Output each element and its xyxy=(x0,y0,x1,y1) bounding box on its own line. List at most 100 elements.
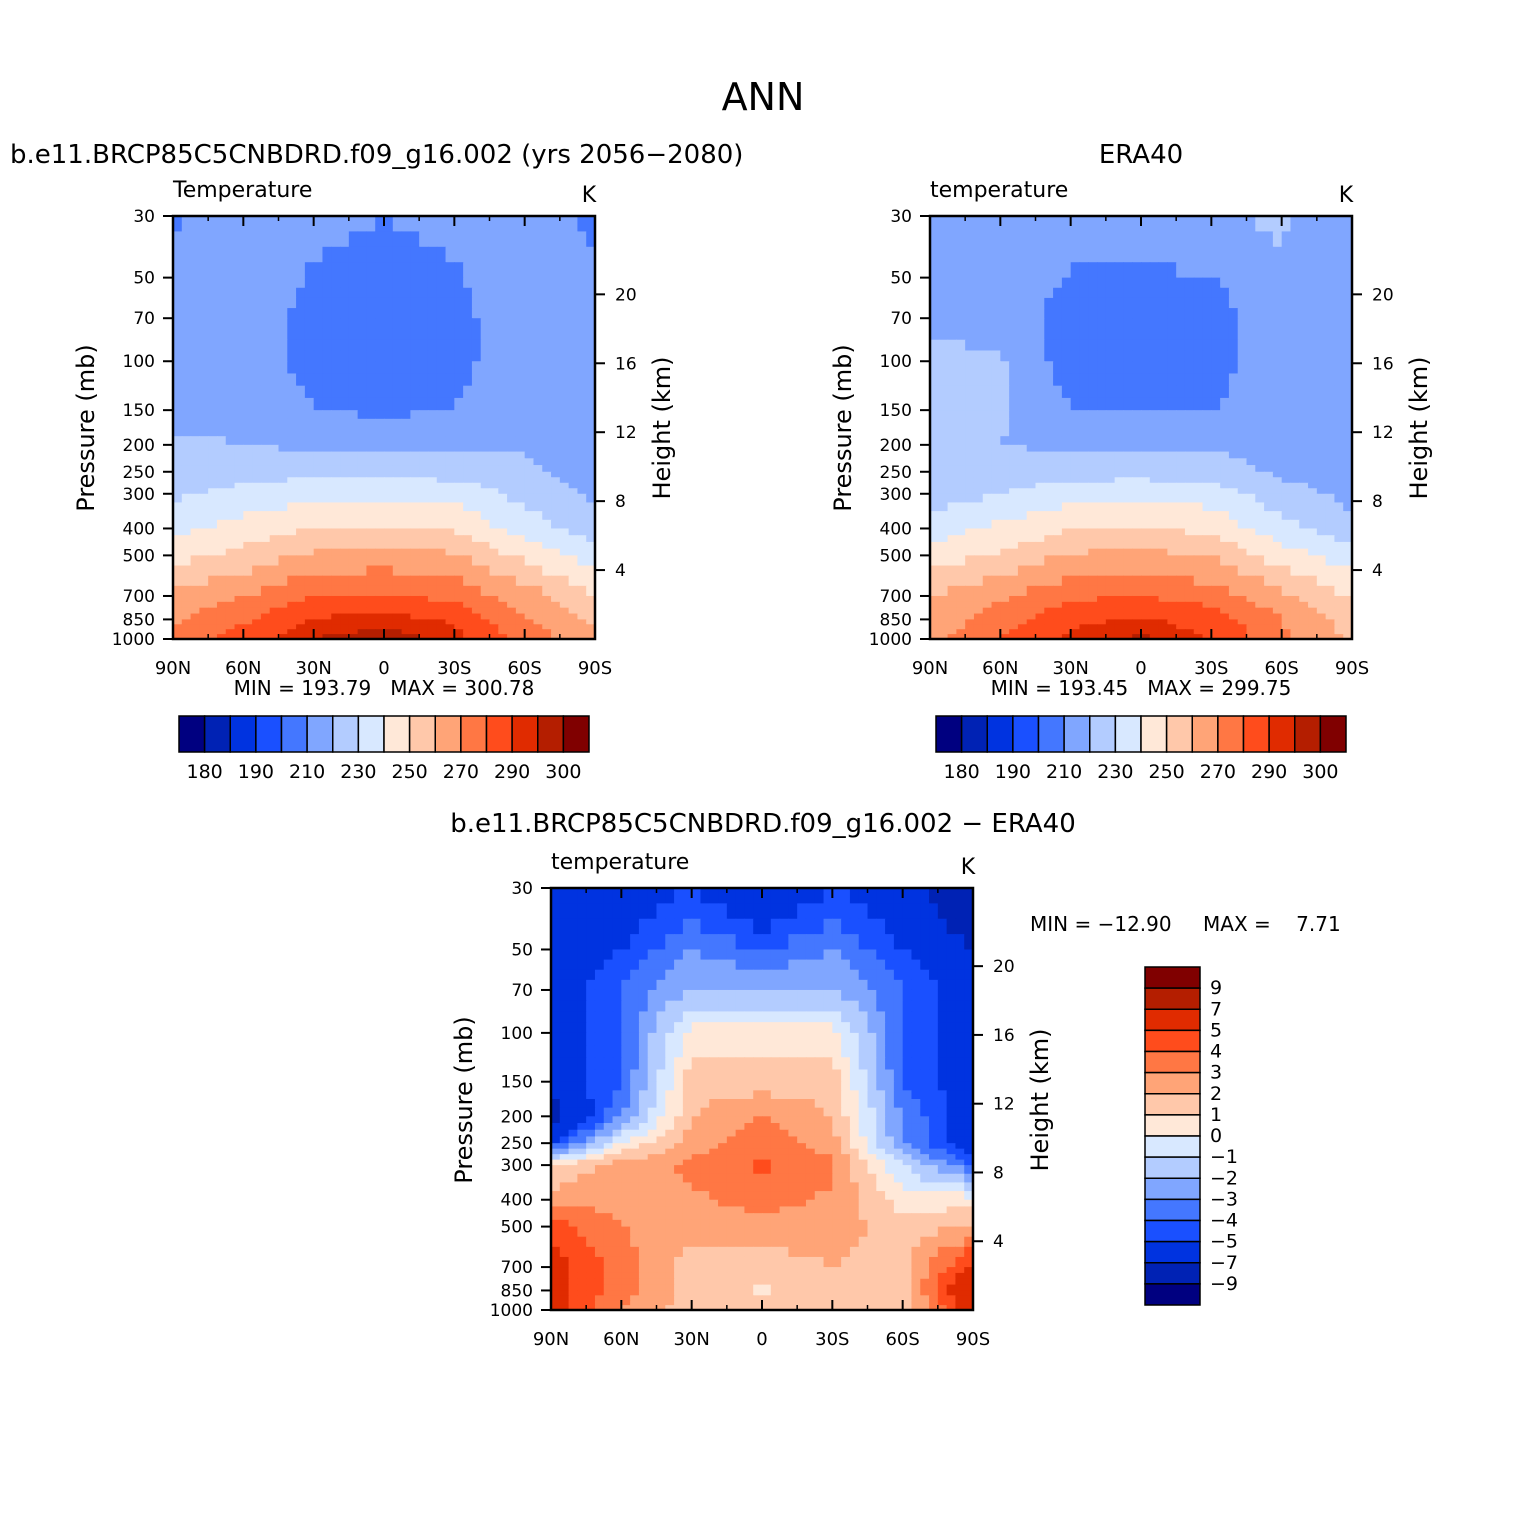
contour-cell xyxy=(471,397,482,411)
contour-cell xyxy=(1123,465,1133,473)
contour-cell xyxy=(480,555,491,567)
contour-cell xyxy=(1246,511,1256,521)
contour-cell xyxy=(1035,465,1045,473)
contour-cell xyxy=(982,350,993,362)
contour-cell xyxy=(357,262,368,279)
contour-cell xyxy=(331,607,341,615)
contour-cell xyxy=(929,918,939,935)
contour-cell xyxy=(982,629,993,635)
contour-cell xyxy=(1088,246,1098,263)
contour-cell xyxy=(296,436,306,446)
contour-cell xyxy=(938,373,949,387)
contour-cell xyxy=(1334,444,1344,453)
contour-cell xyxy=(1070,624,1081,630)
y-tick-label: 30 xyxy=(133,207,155,227)
contour-cell xyxy=(1105,373,1116,387)
contour-cell xyxy=(234,318,244,330)
contour-cell xyxy=(1009,482,1019,489)
contour-cell xyxy=(594,918,605,935)
contour-cell xyxy=(982,361,993,375)
contour-cell xyxy=(260,541,271,550)
contour-cell xyxy=(208,410,218,420)
contour-cell xyxy=(1088,528,1098,536)
contour-cell xyxy=(436,458,447,466)
contour-cell xyxy=(348,575,359,587)
contour-cell xyxy=(260,634,271,640)
contour-cell xyxy=(463,373,473,387)
contour-cell xyxy=(524,619,535,625)
contour-cell xyxy=(392,436,403,446)
contour-cell xyxy=(1141,585,1151,597)
contour-cell xyxy=(489,502,499,512)
contour-cell xyxy=(401,471,411,478)
contour-cell xyxy=(1141,373,1151,387)
contour-cell xyxy=(252,465,262,473)
contour-cell xyxy=(1141,471,1151,478)
contour-cell xyxy=(1246,548,1256,556)
contour-cell xyxy=(1167,607,1177,615)
contour-cell xyxy=(1246,535,1256,543)
contour-cell xyxy=(524,511,535,521)
contour-cell xyxy=(1264,436,1274,446)
contour-cell xyxy=(938,410,949,420)
contour-cell xyxy=(454,619,464,625)
contour-cell xyxy=(1193,541,1204,550)
contour-cell xyxy=(199,565,209,577)
contour-cell xyxy=(287,619,297,625)
contour-cell xyxy=(1167,471,1177,478)
contour-cell xyxy=(559,541,570,550)
contour-cell xyxy=(366,216,376,233)
contour-cell xyxy=(269,519,280,530)
contour-cell xyxy=(938,548,949,556)
contour-cell xyxy=(225,418,236,429)
contour-cell xyxy=(947,297,957,309)
contour-cell xyxy=(498,477,508,484)
contour-cell xyxy=(1088,477,1098,484)
contour-cell xyxy=(463,451,473,459)
contour-cell xyxy=(533,607,543,615)
contour-cell xyxy=(965,410,975,420)
x-tick-label: 90S xyxy=(1335,658,1369,679)
contour-cell xyxy=(1149,575,1160,587)
contour-cell xyxy=(181,519,192,530)
contour-cell xyxy=(498,465,508,473)
contour-cell xyxy=(1097,458,1107,466)
contour-cell xyxy=(965,385,975,399)
contour-cell xyxy=(533,555,543,567)
contour-cell xyxy=(1061,629,1072,635)
contour-cell xyxy=(463,548,473,556)
contour-cell xyxy=(930,397,940,411)
contour-cell xyxy=(357,471,368,478)
contour-cell xyxy=(982,277,993,289)
contour-cell xyxy=(269,216,280,233)
contour-cell xyxy=(243,511,253,521)
contour-cell xyxy=(480,328,491,341)
contour-cell xyxy=(1141,410,1151,420)
contour-cell xyxy=(1088,601,1098,609)
contour-cell xyxy=(1299,262,1309,279)
contour-cell xyxy=(1299,451,1309,459)
contour-cell xyxy=(296,607,306,615)
contour-cell xyxy=(1343,528,1353,536)
contour-cell xyxy=(1167,216,1177,233)
contour-cell xyxy=(1290,385,1300,399)
contour-cell xyxy=(463,418,473,429)
contour-cell xyxy=(208,297,218,309)
contour-cell xyxy=(1281,619,1292,625)
contour-cell xyxy=(1088,385,1098,399)
contour-cell xyxy=(930,339,940,352)
contour-cell xyxy=(1123,565,1133,577)
contour-cell xyxy=(269,535,280,543)
contour-cell xyxy=(956,339,966,352)
contour-cell xyxy=(956,350,966,362)
contour-cell xyxy=(410,511,420,521)
contour-cell xyxy=(269,361,280,375)
contour-cell xyxy=(1167,541,1177,550)
contour-cell xyxy=(814,918,825,935)
contour-cell xyxy=(1211,535,1221,543)
contour-cell xyxy=(586,339,596,352)
contour-cell xyxy=(1255,328,1265,341)
contour-cell xyxy=(269,511,280,521)
contour-cell xyxy=(260,482,271,489)
contour-cell xyxy=(445,511,455,521)
